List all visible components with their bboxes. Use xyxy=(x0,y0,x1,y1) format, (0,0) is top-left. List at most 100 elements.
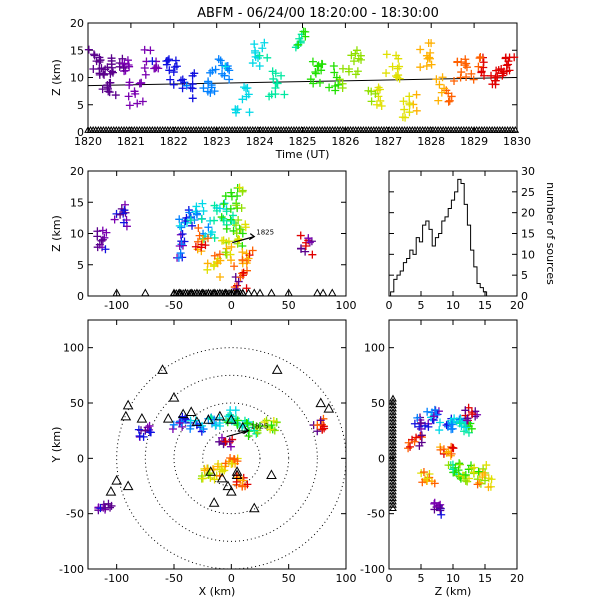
station-marker xyxy=(248,502,260,513)
data-point xyxy=(422,51,431,60)
data-point xyxy=(241,220,250,229)
data-point xyxy=(186,416,195,425)
data-point xyxy=(404,444,413,453)
station-marker xyxy=(255,288,265,297)
data-point xyxy=(319,422,328,431)
station-marker xyxy=(327,288,337,297)
data-point xyxy=(435,426,444,435)
station-marker xyxy=(318,288,328,297)
x-tick-label: 1828 xyxy=(417,135,445,148)
data-point xyxy=(297,244,306,253)
station-marker xyxy=(389,474,397,482)
data-point xyxy=(118,59,127,68)
data-point xyxy=(174,253,183,262)
data-point xyxy=(421,421,430,430)
data-point xyxy=(494,66,503,75)
data-point xyxy=(194,224,203,233)
data-point xyxy=(436,504,445,513)
data-point xyxy=(353,67,362,76)
data-point xyxy=(244,432,253,441)
station-marker xyxy=(284,288,294,297)
y-tick-label: 5 xyxy=(77,259,84,272)
y-tick-label: -100 xyxy=(59,563,84,576)
data-point xyxy=(210,233,219,242)
data-point xyxy=(175,418,184,427)
data-point xyxy=(232,201,241,210)
data-point xyxy=(461,406,470,415)
y-tick-label: 15 xyxy=(521,228,535,241)
data-point xyxy=(99,69,108,78)
data-point xyxy=(221,248,230,257)
station-marker xyxy=(205,466,217,476)
y-tick-label: 10 xyxy=(70,228,84,241)
y-tick-label: 10 xyxy=(521,248,535,261)
data-point xyxy=(203,234,212,243)
data-point xyxy=(309,79,318,88)
data-point xyxy=(481,476,489,485)
x-tick-label: 50 xyxy=(282,572,296,585)
x-tick-label: 15 xyxy=(478,572,492,585)
data-point xyxy=(181,217,190,225)
data-point xyxy=(101,504,110,513)
data-point xyxy=(204,223,213,232)
data-point xyxy=(367,97,376,106)
data-point xyxy=(141,426,150,435)
x-axis-label: Time (UT) xyxy=(275,148,330,161)
data-point xyxy=(457,68,466,77)
data-point xyxy=(367,87,376,96)
data-point xyxy=(417,438,426,447)
data-point xyxy=(108,68,117,77)
histogram-step xyxy=(390,178,490,297)
data-point xyxy=(199,207,208,216)
data-point xyxy=(198,474,207,483)
data-point xyxy=(270,426,279,435)
data-point xyxy=(357,55,366,64)
station-marker xyxy=(389,454,397,462)
data-point xyxy=(234,277,243,286)
data-point xyxy=(430,405,439,414)
data-point xyxy=(308,250,317,259)
data-point xyxy=(427,60,436,69)
x-axis-label: X (km) xyxy=(199,585,236,598)
station-marker xyxy=(168,391,180,402)
data-point xyxy=(138,97,147,106)
data-point xyxy=(168,425,177,434)
data-point xyxy=(100,70,109,79)
data-point xyxy=(405,100,414,109)
x-tick-label: 1823 xyxy=(203,135,231,148)
station-marker xyxy=(389,504,397,512)
data-point xyxy=(415,422,424,431)
data-point xyxy=(460,427,469,436)
data-point xyxy=(467,69,476,78)
data-point xyxy=(84,45,93,54)
data-point xyxy=(238,476,247,485)
data-point xyxy=(410,419,419,428)
data-point xyxy=(306,75,315,84)
data-point xyxy=(416,45,425,54)
data-point xyxy=(455,459,464,468)
data-point xyxy=(447,92,456,101)
station-marker xyxy=(389,444,397,452)
data-point xyxy=(406,442,415,451)
data-point xyxy=(216,56,225,65)
data-point xyxy=(398,113,407,122)
data-point xyxy=(227,256,236,265)
data-point xyxy=(450,76,459,85)
data-point xyxy=(245,108,254,117)
station-marker xyxy=(389,394,397,402)
data-point xyxy=(430,498,439,507)
data-point xyxy=(230,262,239,271)
data-point xyxy=(104,499,113,508)
data-point xyxy=(111,91,120,100)
data-point xyxy=(227,188,236,197)
y-tick-label: 15 xyxy=(70,196,84,209)
station-marker xyxy=(389,470,397,478)
data-point xyxy=(461,470,470,479)
panel-z-y: 0 5 10 15 20 -100 -50 0 50 100 Z (km) xyxy=(360,319,524,598)
x-tick-label: 100 xyxy=(336,299,357,312)
station-marker xyxy=(266,469,277,480)
station-marker xyxy=(157,364,168,374)
data-point xyxy=(107,54,116,63)
data-point xyxy=(133,99,142,108)
x-tick-label: -100 xyxy=(104,572,129,585)
